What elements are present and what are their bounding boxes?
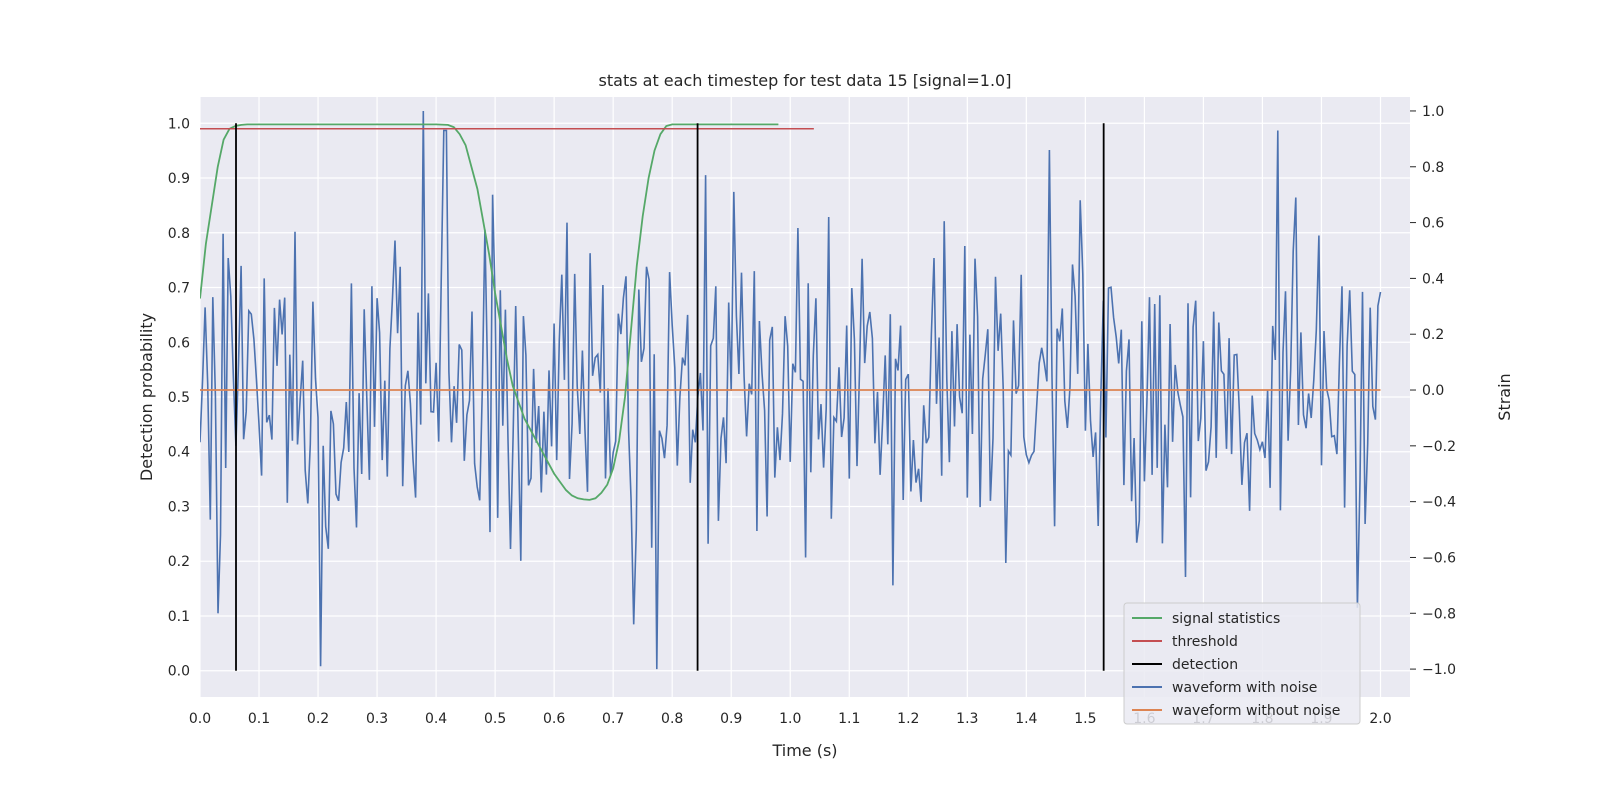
right-tick-label: −0.8 <box>1422 606 1456 622</box>
x-tick-label: 0.8 <box>661 711 683 727</box>
y-tick-label: 0.9 <box>168 171 190 187</box>
x-tick-label: 0.1 <box>248 711 270 727</box>
x-tick-label: 0.9 <box>720 711 742 727</box>
legend-label: detection <box>1172 657 1238 673</box>
legend-label: threshold <box>1172 634 1238 650</box>
grid-lines <box>199 97 1410 697</box>
x-tick-label: 1.4 <box>1015 711 1037 727</box>
x-tick-label: 0.6 <box>543 711 565 727</box>
right-tick-label: 0.6 <box>1422 216 1444 232</box>
chart-title: stats at each timestep for test data 15 … <box>599 71 1012 90</box>
y-tick-label: 0.4 <box>168 445 190 461</box>
right-tick-label: −0.4 <box>1422 495 1456 511</box>
y-tick-label: 1.0 <box>168 116 190 132</box>
right-tick-label: −1.0 <box>1422 662 1456 678</box>
waveform-with-noise-line <box>200 110 1382 670</box>
y-axis-ticks: 0.0 0.1 0.2 0.3 0.4 0.5 0.6 0.7 0.8 0.9 1.0 <box>168 116 190 679</box>
right-axis-ticks: −1.0 −0.8 −0.6 −0.4 −0.2 0.0 0.2 0.4 0.6 0.8 1.0 <box>1410 104 1456 678</box>
x-tick-label: 0.5 <box>484 711 506 727</box>
x-tick-label: 1.3 <box>956 711 978 727</box>
y-tick-label: 0.0 <box>168 664 190 680</box>
series-layer <box>200 110 1382 671</box>
x-tick-label: 0.2 <box>307 711 329 727</box>
y-tick-label: 0.7 <box>168 281 190 297</box>
x-tick-label: 1.2 <box>897 711 919 727</box>
right-tick-label: 1.0 <box>1422 104 1444 120</box>
right-tick-label: 0.4 <box>1422 271 1444 287</box>
x-tick-label: 2.0 <box>1369 711 1391 727</box>
x-tick-label: 0.7 <box>602 711 624 727</box>
x-tick-label: 1.0 <box>779 711 801 727</box>
x-tick-label: 1.1 <box>838 711 860 727</box>
x-tick-label: 1.5 <box>1074 711 1096 727</box>
legend-label: waveform without noise <box>1172 703 1340 719</box>
x-tick-label: 0.0 <box>189 711 211 727</box>
legend-label: signal statistics <box>1172 611 1280 627</box>
x-tick-label: 0.4 <box>425 711 447 727</box>
right-tick-label: 0.2 <box>1422 327 1444 343</box>
y-tick-label: 0.6 <box>168 335 190 351</box>
y-tick-label: 0.2 <box>168 554 190 570</box>
legend-box <box>1123 602 1361 725</box>
y-tick-label: 0.3 <box>168 499 190 515</box>
right-tick-label: −0.6 <box>1422 550 1456 566</box>
y-tick-label: 0.8 <box>168 226 190 242</box>
legend-label: waveform with noise <box>1172 680 1317 696</box>
signal-statistics-line <box>200 123 779 501</box>
x-tick-label: 0.3 <box>366 711 388 727</box>
right-tick-label: 0.0 <box>1422 383 1444 399</box>
y-tick-label: 0.1 <box>168 609 190 625</box>
x-axis-label: Time (s) <box>771 741 837 760</box>
y-axis-label: Detection probability <box>137 313 156 481</box>
right-axis-label: Strain <box>1495 373 1514 420</box>
right-tick-label: −0.2 <box>1422 439 1456 455</box>
y-tick-label: 0.5 <box>168 390 190 406</box>
right-tick-label: 0.8 <box>1422 160 1444 176</box>
legend: signal statistics threshold detection wavef… <box>1123 602 1361 725</box>
